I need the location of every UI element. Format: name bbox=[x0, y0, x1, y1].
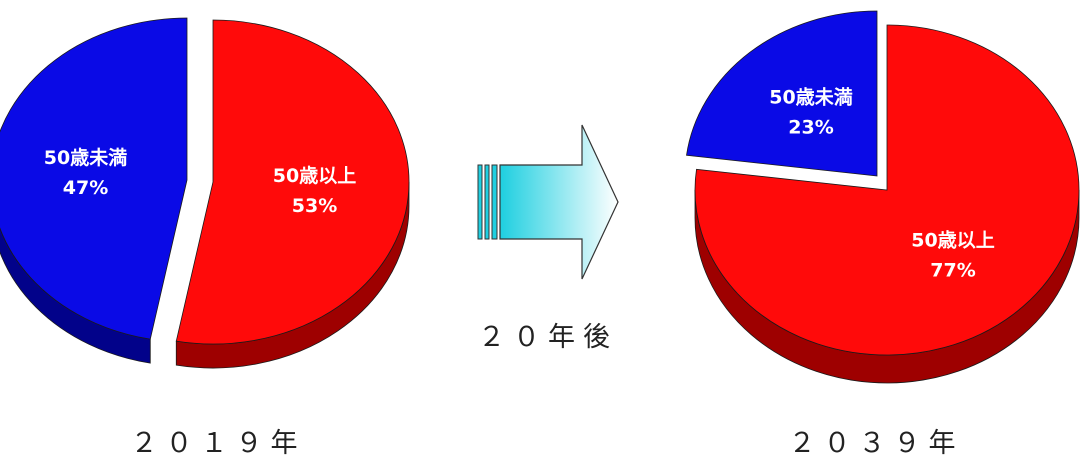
year-caption-2019: ２０１９年 bbox=[131, 428, 306, 459]
pie-slice bbox=[686, 10, 878, 177]
slice-label-over50: 50歳以上 bbox=[911, 229, 994, 251]
slice-value-under50: 23% bbox=[788, 117, 833, 139]
slice-value-under50: 47% bbox=[63, 177, 108, 199]
slice-label-under50: 50歳未満 bbox=[769, 86, 852, 109]
pie-labels: 50歳未満 47% 50歳以上 53% bbox=[44, 146, 356, 217]
slice-value-over50: 77% bbox=[930, 259, 975, 281]
year-caption-2039: ２０３９年 bbox=[789, 428, 964, 459]
pie-chart-2039: 50歳未満 23% 50歳以上 77% bbox=[686, 10, 1080, 384]
pie-slices bbox=[0, 17, 410, 345]
slice-label-over50: 50歳以上 bbox=[273, 165, 356, 187]
arrow-stripe bbox=[477, 164, 483, 240]
pie-slice bbox=[175, 19, 410, 345]
pie-chart-2019: 50歳未満 47% 50歳以上 53% bbox=[0, 17, 410, 369]
arrow-right-icon bbox=[477, 124, 619, 280]
pie-slice bbox=[694, 24, 1080, 356]
arrow-stripe bbox=[491, 164, 498, 240]
slice-label-under50: 50歳未満 bbox=[44, 146, 127, 169]
slice-value-over50: 53% bbox=[292, 195, 337, 217]
arrow-stripe bbox=[484, 164, 490, 240]
transition-label: ２０年後 bbox=[478, 322, 618, 353]
pie-slice bbox=[0, 17, 188, 340]
pie-labels: 50歳未満 23% 50歳以上 77% bbox=[769, 86, 994, 282]
arrow-body bbox=[499, 124, 619, 280]
pie-slices bbox=[686, 10, 1080, 356]
